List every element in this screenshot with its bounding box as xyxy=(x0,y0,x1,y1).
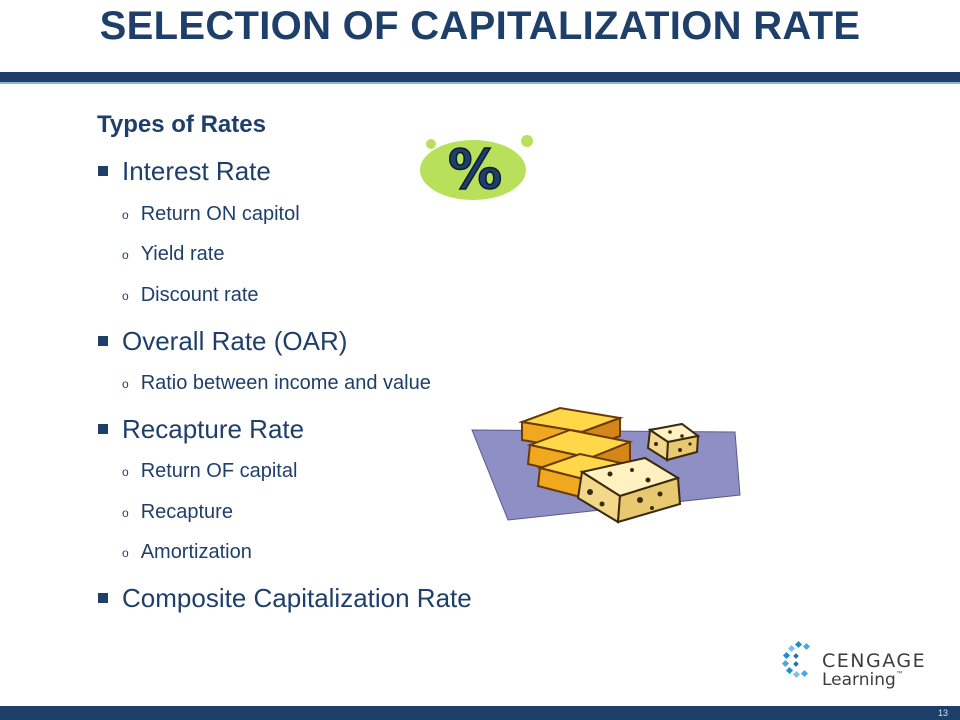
sub-bullet: o Yield rate xyxy=(122,243,224,266)
circle-bullet-icon: o xyxy=(122,248,129,262)
circle-bullet-icon: o xyxy=(122,208,129,222)
bullet-interest-rate: Interest Rate xyxy=(98,156,271,187)
circle-bullet-icon: o xyxy=(122,546,129,560)
sub-bullet: o Return OF capital xyxy=(122,460,297,483)
slide-title: SELECTION OF CAPITALIZATION RATE xyxy=(99,4,861,48)
bullet-composite-rate: Composite Capitalization Rate xyxy=(98,583,472,614)
circle-bullet-icon: o xyxy=(122,465,129,479)
slide-subtitle: Types of Rates xyxy=(97,111,266,138)
bullet-label: Overall Rate (OAR) xyxy=(122,326,348,356)
bullet-overall-rate: Overall Rate (OAR) xyxy=(98,326,347,357)
sub-bullet-label: Amortization xyxy=(140,541,252,563)
title-bar: SELECTION OF CAPITALIZATION RATE xyxy=(0,0,960,72)
sub-bullet-label: Discount rate xyxy=(140,284,259,306)
square-bullet-icon xyxy=(98,424,108,434)
sub-bullet: o Recapture xyxy=(122,501,233,524)
bullet-label: Interest Rate xyxy=(122,156,271,186)
sub-bullet: o Ratio between income and value xyxy=(122,372,431,395)
sub-bullet-label: Recapture xyxy=(140,501,233,523)
sub-bullet: o Return ON capitol xyxy=(122,203,300,226)
footer-bar xyxy=(0,706,960,720)
circle-bullet-icon: o xyxy=(122,377,129,391)
page-number: 13 xyxy=(937,708,948,718)
circle-bullet-icon: o xyxy=(122,506,129,520)
bullet-recapture-rate: Recapture Rate xyxy=(98,414,304,445)
cengage-logo: CENGAGE Learning™ xyxy=(822,650,926,690)
bullet-label: Recapture Rate xyxy=(122,414,305,444)
gold-bars-clipart-icon xyxy=(471,406,741,524)
percent-symbol: % xyxy=(448,138,502,201)
cengage-logo-icon xyxy=(781,640,811,679)
logo-sub-text: Learning xyxy=(822,670,896,690)
square-bullet-icon xyxy=(98,166,108,176)
sub-bullet: o Discount rate xyxy=(122,284,259,307)
sub-bullet: o Amortization xyxy=(122,541,252,564)
square-bullet-icon xyxy=(98,593,108,603)
percent-clipart-icon: % xyxy=(420,135,533,202)
square-bullet-icon xyxy=(98,336,108,346)
sub-bullet-label: Yield rate xyxy=(140,243,225,265)
sub-bullet-label: Return OF capital xyxy=(140,460,298,482)
bullet-label: Composite Capitalization Rate xyxy=(122,583,472,613)
logo-word: CENGAGE xyxy=(822,650,927,672)
title-rule-accent xyxy=(0,82,960,84)
sub-bullet-label: Return ON capitol xyxy=(140,203,300,225)
title-rule xyxy=(0,72,960,82)
logo-tm: ™ xyxy=(895,670,904,679)
circle-bullet-icon: o xyxy=(122,289,129,303)
logo-subword: Learning™ xyxy=(822,670,926,690)
sub-bullet-label: Ratio between income and value xyxy=(140,372,431,394)
